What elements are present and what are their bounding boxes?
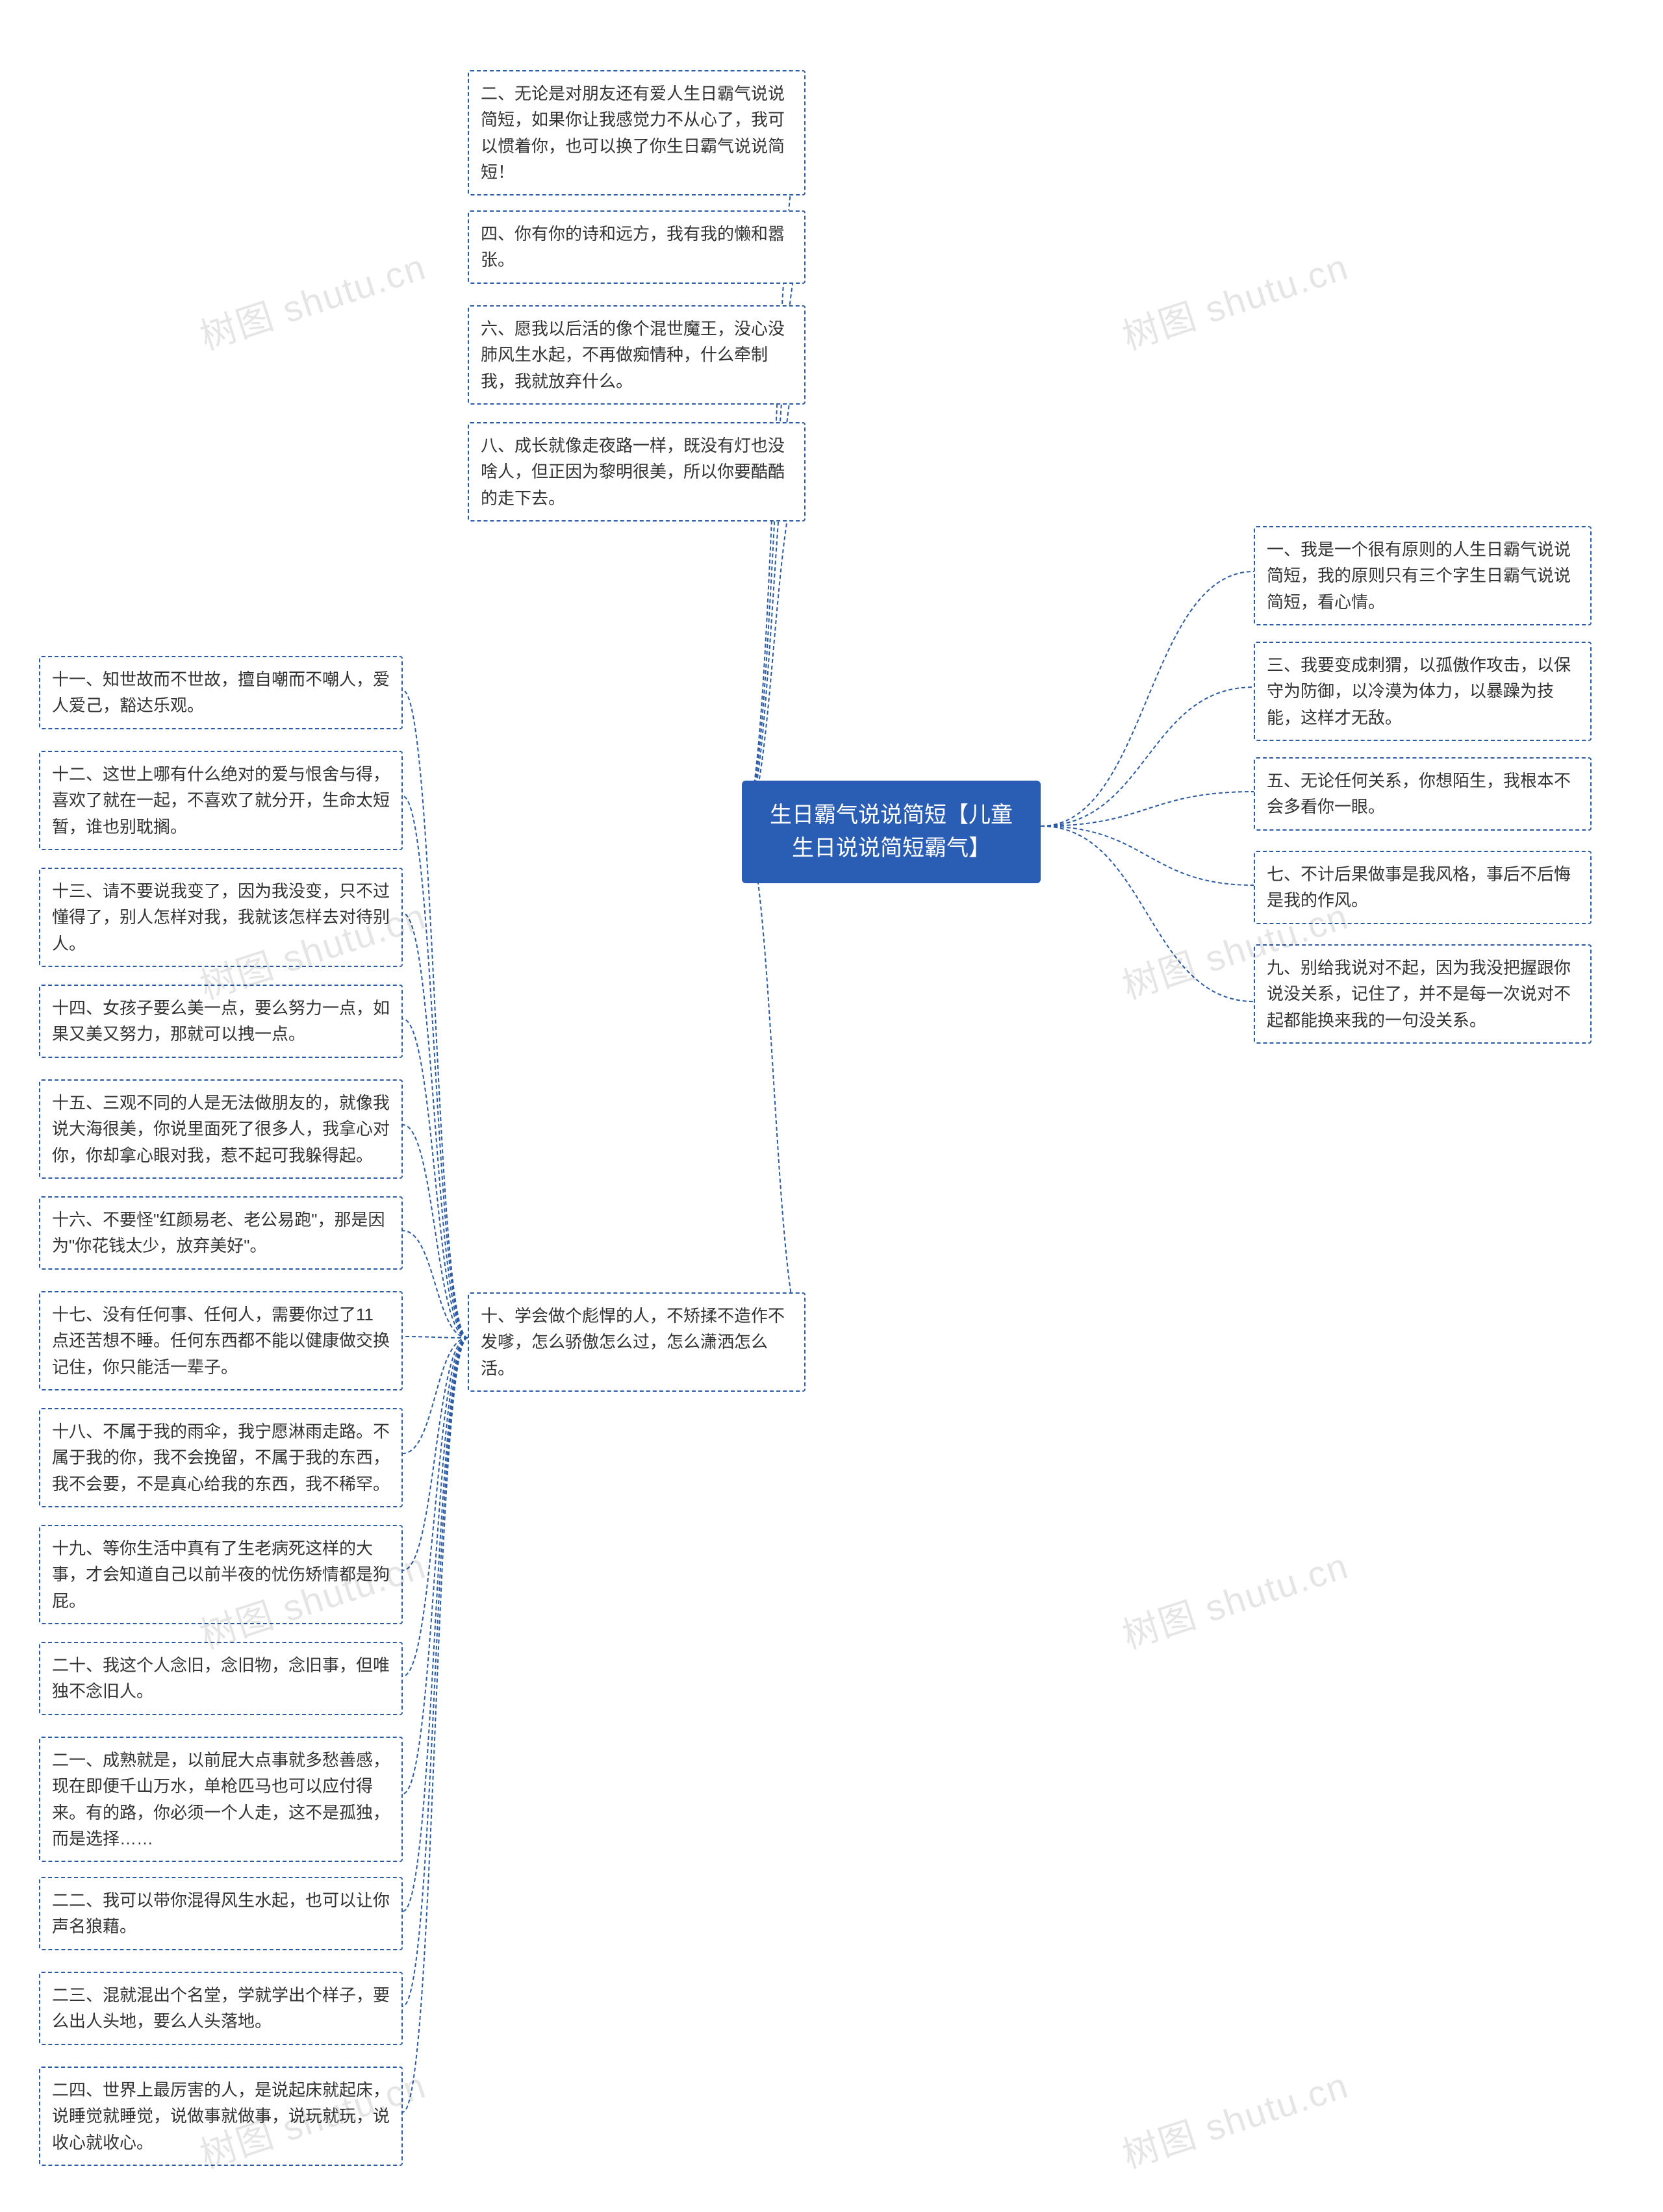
mindmap-root: 生日霸气说说简短【儿童 生日说说简短霸气】 [742,781,1041,883]
mindmap-node: 十五、三观不同的人是无法做朋友的，就像我说大海很美，你说里面死了很多人，我拿心对… [39,1079,403,1179]
mindmap-node: 十、学会做个彪悍的人，不矫揉不造作不发嗲，怎么骄傲怎么过，怎么潇洒怎么活。 [468,1292,806,1392]
watermark: 树图 shutu.cn [1115,2056,1354,2179]
mindmap-node: 十八、不属于我的雨伞，我宁愿淋雨走路。不属于我的你，我不会挽留，不属于我的东西，… [39,1408,403,1507]
watermark: 树图 shutu.cn [192,238,432,360]
mindmap-node: 二、无论是对朋友还有爱人生日霸气说说简短，如果你让我感觉力不从心了，我可以惯着你… [468,70,806,195]
mindmap-node: 十六、不要怪"红颜易老、老公易跑"，那是因为"你花钱太少，放弃美好"。 [39,1196,403,1270]
mindmap-node: 九、别给我说对不起，因为我没把握跟你说没关系，记住了，并不是每一次说对不起都能换… [1254,944,1592,1044]
mindmap-node: 二三、混就混出个名堂，学就学出个样子，要么出人头地，要么人头落地。 [39,1972,403,2045]
mindmap-node: 十九、等你生活中真有了生老病死这样的大事，才会知道自己以前半夜的忧伤矫情都是狗屁… [39,1525,403,1624]
mindmap-node: 十四、女孩子要么美一点，要么努力一点，如果又美又努力，那就可以拽一点。 [39,985,403,1058]
mindmap-node: 二四、世界上最厉害的人，是说起床就起床，说睡觉就睡觉，说做事就做事，说玩就玩，说… [39,2067,403,2166]
mindmap-node: 十三、请不要说我变了，因为我没变，只不过懂得了，别人怎样对我，我就该怎样去对待别… [39,868,403,967]
mindmap-node: 十七、没有任何事、任何人，需要你过了11点还苦想不睡。任何东西都不能以健康做交换… [39,1291,403,1390]
mindmap-node: 十一、知世故而不世故，擅自嘲而不嘲人，爱人爱己，豁达乐观。 [39,656,403,729]
mindmap-node: 二二、我可以带你混得风生水起，也可以让你声名狼藉。 [39,1877,403,1950]
mindmap-node: 一、我是一个很有原则的人生日霸气说说简短，我的原则只有三个字生日霸气说说简短，看… [1254,526,1592,625]
mindmap-node: 二一、成熟就是，以前屁大点事就多愁善感，现在即便千山万水，单枪匹马也可以应付得来… [39,1737,403,1862]
mindmap-node: 二十、我这个人念旧，念旧物，念旧事，但唯独不念旧人。 [39,1642,403,1715]
mindmap-canvas: 生日霸气说说简短【儿童 生日说说简短霸气】 一、我是一个很有原则的人生日霸气说说简… [0,0,1663,2212]
watermark: 树图 shutu.cn [1115,238,1354,360]
mindmap-node: 八、成长就像走夜路一样，既没有灯也没啥人，但正因为黎明很美，所以你要酷酷的走下去… [468,422,806,522]
mindmap-node: 七、不计后果做事是我风格，事后不后悔是我的作风。 [1254,851,1592,924]
mindmap-node: 六、愿我以后活的像个混世魔王，没心没肺风生水起，不再做痴情种，什么牵制我，我就放… [468,305,806,405]
mindmap-node: 十二、这世上哪有什么绝对的爱与恨舍与得，喜欢了就在一起，不喜欢了就分开，生命太短… [39,751,403,850]
mindmap-node: 三、我要变成刺猬，以孤傲作攻击，以保守为防御，以冷漠为体力，以暴躁为技能，这样才… [1254,642,1592,741]
mindmap-node: 四、你有你的诗和远方，我有我的懒和嚣张。 [468,210,806,284]
mindmap-node: 五、无论任何关系，你想陌生，我根本不会多看你一眼。 [1254,757,1592,831]
watermark: 树图 shutu.cn [1115,1537,1354,1659]
